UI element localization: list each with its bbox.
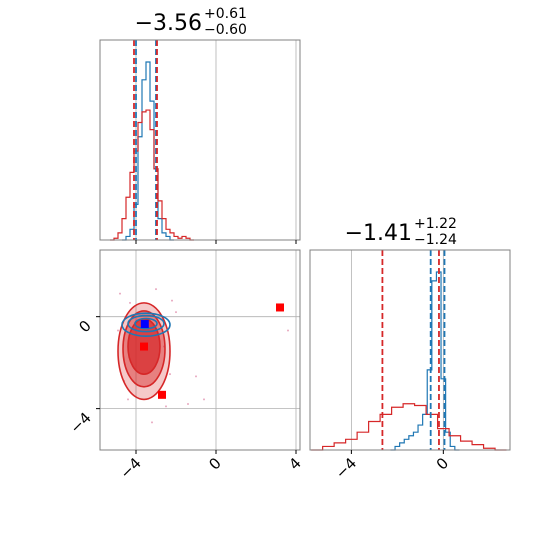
- blue-contour: [127, 314, 165, 333]
- tick-label: 4: [285, 454, 304, 473]
- sample-point: [169, 373, 171, 376]
- hist-param1-frame: [99, 39, 301, 241]
- sample-point: [195, 375, 197, 378]
- sample-point: [127, 398, 129, 401]
- hist-param2-frame: [309, 249, 511, 451]
- marker: [158, 390, 166, 399]
- hist-blue-series: [390, 271, 460, 451]
- title-median: −1.41: [345, 221, 412, 246]
- tick-label: −4: [66, 409, 94, 437]
- sample-point: [287, 329, 289, 332]
- blue-contour: [121, 312, 171, 338]
- sample-point: [175, 311, 177, 314]
- sample-point: [129, 301, 131, 304]
- tick-label: 0: [205, 454, 224, 473]
- sample-point: [151, 421, 153, 424]
- panel-title: −1.41 +1.22−1.24: [345, 216, 457, 248]
- marker: [140, 342, 148, 351]
- tick-label: −4: [116, 454, 144, 482]
- sample-point: [165, 405, 167, 408]
- hist-blue-series: [122, 61, 174, 241]
- hist2d-frame: [99, 249, 301, 451]
- sample-point: [155, 288, 157, 291]
- title-plus: +0.61: [204, 6, 247, 22]
- tick-label: 0: [75, 317, 94, 336]
- title-plus: +1.22: [414, 216, 457, 232]
- sample-point: [203, 398, 205, 401]
- marker: [140, 320, 149, 329]
- sample-point: [119, 292, 121, 295]
- panel-title: −3.56 +0.61−0.60: [135, 6, 247, 38]
- blue-contour: [134, 317, 158, 330]
- hist-red-series: [110, 109, 194, 241]
- title-minus: −0.60: [204, 22, 247, 38]
- sample-point: [171, 299, 173, 302]
- tick-label: −4: [332, 454, 360, 482]
- sample-point: [187, 403, 189, 406]
- hist-red-series: [311, 403, 507, 451]
- title-minus: −1.24: [414, 232, 457, 248]
- title-median: −3.56: [135, 11, 202, 36]
- sample-point: [117, 329, 119, 332]
- marker: [276, 303, 284, 312]
- tick-label: 0: [433, 454, 452, 473]
